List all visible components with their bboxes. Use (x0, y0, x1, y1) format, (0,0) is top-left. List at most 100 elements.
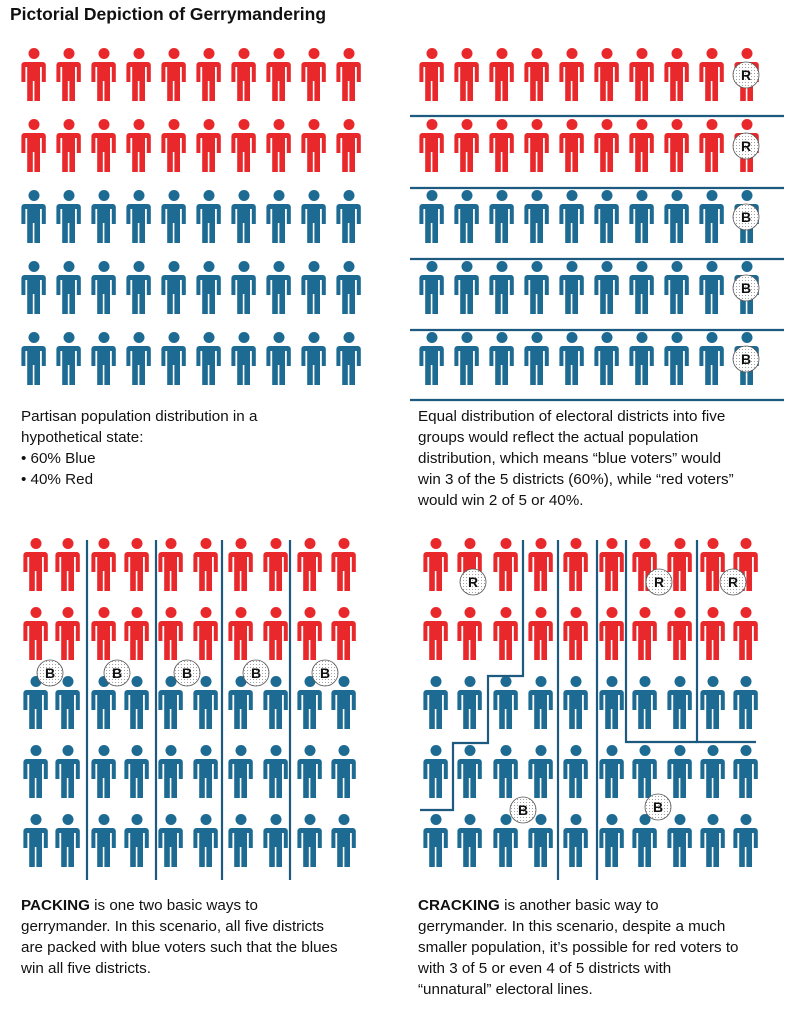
voter-icon (594, 119, 619, 172)
caption-line: • 40% Red (21, 471, 94, 488)
voter-icon (55, 676, 80, 729)
voter-icon (228, 538, 253, 591)
voter-icon (231, 261, 256, 314)
voter-icon (228, 676, 253, 729)
voter-icon (21, 119, 46, 172)
voter-icon (419, 190, 444, 243)
voter-icon (56, 119, 81, 172)
voter-icon (524, 190, 549, 243)
voter-icon (524, 261, 549, 314)
voter-icon (454, 119, 479, 172)
caption-line: groups would reflect the actual populati… (418, 429, 699, 446)
voter-icon (423, 538, 448, 591)
voter-icon (158, 538, 183, 591)
svg-text:R: R (741, 138, 751, 154)
svg-text:B: B (653, 799, 663, 815)
voter-icon (263, 676, 288, 729)
voter-icon (158, 607, 183, 660)
voter-icon (664, 332, 689, 385)
voter-icon (563, 814, 588, 867)
voter-icon (161, 190, 186, 243)
voter-icon (161, 332, 186, 385)
voter-icon (700, 607, 725, 660)
voter-icon (454, 190, 479, 243)
voter-icon (23, 814, 48, 867)
voter-icon (193, 814, 218, 867)
caption-line: are packed with blue voters such that th… (21, 939, 338, 956)
voter-icon (423, 745, 448, 798)
voter-icon (423, 676, 448, 729)
voter-icon (699, 48, 724, 101)
voter-icon (594, 48, 619, 101)
voter-icon (266, 119, 291, 172)
voter-icon (91, 745, 116, 798)
voter-icon (563, 676, 588, 729)
voter-icon (423, 814, 448, 867)
voter-icon (454, 261, 479, 314)
voter-icon (126, 190, 151, 243)
voter-icon (158, 745, 183, 798)
voter-icon (336, 48, 361, 101)
voter-icon (419, 332, 444, 385)
voter-icon (228, 607, 253, 660)
voter-icon (733, 607, 758, 660)
voter-icon (266, 332, 291, 385)
voter-icon (457, 607, 482, 660)
voter-icon (489, 119, 514, 172)
voter-icon (21, 48, 46, 101)
caption-line: smaller population, it’s possible for re… (418, 939, 739, 956)
voter-icon (158, 814, 183, 867)
voter-icon (524, 48, 549, 101)
voter-icon (56, 332, 81, 385)
voter-icon (124, 745, 149, 798)
voter-icon (193, 607, 218, 660)
blue-district-badge: B (173, 659, 201, 687)
voter-icon (124, 607, 149, 660)
voter-icon (528, 745, 553, 798)
voter-icon (493, 745, 518, 798)
voter-icon (599, 538, 624, 591)
voter-icon (23, 538, 48, 591)
packing-caption: PACKING is one two basic ways to gerryma… (21, 895, 391, 979)
voter-icon (161, 48, 186, 101)
voter-icon (733, 745, 758, 798)
caption-text: is another basic way to (504, 897, 659, 914)
svg-text:B: B (518, 802, 528, 818)
voter-icon (632, 814, 657, 867)
voter-icon (126, 119, 151, 172)
voter-icon (301, 261, 326, 314)
voter-icon (331, 538, 356, 591)
voter-icon (263, 814, 288, 867)
caption-line: would win 2 of 5 or 40%. (418, 492, 584, 509)
voter-icon (528, 538, 553, 591)
svg-text:B: B (45, 665, 55, 681)
voter-icon (664, 48, 689, 101)
voter-icon (629, 48, 654, 101)
red-district-badge: R (645, 568, 673, 596)
voter-icon (594, 332, 619, 385)
voter-icon (91, 814, 116, 867)
voter-icon (528, 676, 553, 729)
voter-icon (91, 607, 116, 660)
voter-icon (632, 676, 657, 729)
voter-icon (457, 676, 482, 729)
voter-icon (266, 48, 291, 101)
voter-icon (559, 190, 584, 243)
red-district-badge: R (459, 568, 487, 596)
voter-icon (599, 607, 624, 660)
blue-district-badge: B (36, 659, 64, 687)
voter-icon (21, 261, 46, 314)
voter-icon (158, 676, 183, 729)
voter-icon (193, 538, 218, 591)
voter-icon (632, 607, 657, 660)
blue-district-badge: B (644, 793, 672, 821)
voter-icon (55, 745, 80, 798)
voter-icon (301, 119, 326, 172)
population-caption: Partisan population distribution in a hy… (21, 406, 391, 490)
voter-icon (266, 261, 291, 314)
voter-icon (629, 119, 654, 172)
svg-text:B: B (741, 280, 751, 296)
voter-icon (231, 119, 256, 172)
voter-icon (493, 538, 518, 591)
